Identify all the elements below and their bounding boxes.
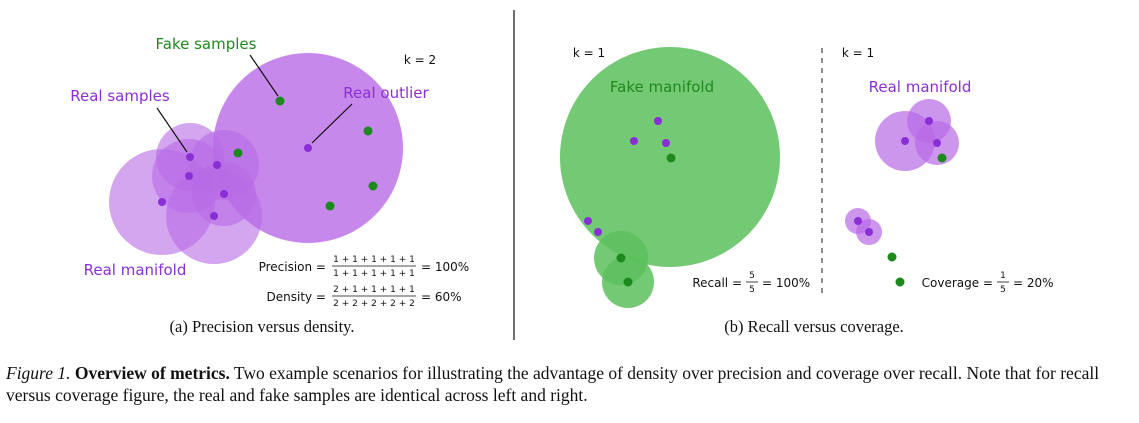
real-manifold-label: Real manifold xyxy=(84,261,187,279)
real-sample-dot xyxy=(185,172,193,180)
precision-result: = 100% xyxy=(421,260,469,274)
caption-title: Overview of metrics. xyxy=(74,363,230,383)
fake-sample-dot xyxy=(937,153,947,163)
real-manifold-label-b: Real manifold xyxy=(869,78,972,96)
fake-sample-dot xyxy=(368,181,378,191)
subcaption-b: (b) Recall versus coverage. xyxy=(724,317,904,336)
recall-result: = 100% xyxy=(762,276,810,290)
fake-manifold-label: Fake manifold xyxy=(610,78,714,96)
precision-numerator: 1 + 1 + 1 + 1 + 1 xyxy=(333,255,415,265)
caption-body: Two example scenarios for illustrating t… xyxy=(6,363,1100,405)
real-sample-dot xyxy=(213,161,221,169)
recall-denominator: 5 xyxy=(749,285,755,295)
real-sample-dot xyxy=(654,117,662,125)
real-sample-dot xyxy=(662,139,670,147)
real-sample-dot xyxy=(158,198,166,206)
fake-sample-dot xyxy=(233,148,243,158)
panel-a: Fake samples Real samples Real outlier R… xyxy=(70,35,469,336)
fake-sample-dot xyxy=(666,153,676,163)
real-outlier-label: Real outlier xyxy=(343,84,429,102)
fake-sample-dot xyxy=(616,253,626,263)
subcaption-a: (a) Precision versus density. xyxy=(170,317,355,336)
real-sample-dot xyxy=(933,139,941,147)
figure-caption: Figure 1. Overview of metrics. Two examp… xyxy=(6,362,1131,406)
density-result: = 60% xyxy=(421,290,462,304)
real-outlier-dot xyxy=(304,144,312,152)
real-sample-dot xyxy=(584,217,592,225)
recall-label: Recall = xyxy=(692,276,742,290)
coverage-numerator: 1 xyxy=(1000,271,1006,281)
recall-numerator: 5 xyxy=(749,271,755,281)
real-sample-dot xyxy=(630,137,638,145)
fake-sample-dot xyxy=(275,96,285,106)
panel-b: k = 1 Fake manifold Recall = 5 5 = 100% … xyxy=(560,46,1054,336)
fake-sample-dot xyxy=(363,126,373,136)
fake-sample-dot xyxy=(623,277,633,287)
k-label-right: k = 1 xyxy=(842,46,874,60)
precision-denominator: 1 + 1 + 1 + 1 + 1 xyxy=(333,269,415,279)
fake-sample-dot xyxy=(887,252,897,262)
real-outlier-pointer xyxy=(311,103,353,144)
real-sample-dot xyxy=(210,212,218,220)
coverage-result: = 20% xyxy=(1013,276,1054,290)
caption-lead: Figure 1. xyxy=(6,363,71,383)
k-label-left: k = 1 xyxy=(573,46,605,60)
density-label: Density = xyxy=(267,290,327,304)
real-sample-dot xyxy=(186,153,194,161)
real-sample-dot xyxy=(854,217,862,225)
metrics-figure: Fake samples Real samples Real outlier R… xyxy=(70,10,1054,340)
density-numerator: 2 + 1 + 1 + 1 + 1 xyxy=(333,285,415,295)
fake-samples-label: Fake samples xyxy=(156,35,257,53)
real-sample-dot xyxy=(925,117,933,125)
real-sample-dot xyxy=(594,228,602,236)
real-samples-label: Real samples xyxy=(70,87,170,105)
density-denominator: 2 + 2 + 2 + 2 + 2 xyxy=(333,299,415,309)
real-sample-dot xyxy=(865,228,873,236)
fake-samples-pointer xyxy=(249,54,279,97)
real-samples-pointer xyxy=(156,107,188,153)
coverage-denominator: 5 xyxy=(1000,285,1006,295)
k-label: k = 2 xyxy=(404,53,436,67)
fake-sample-dot xyxy=(325,201,335,211)
fake-sample-dot xyxy=(895,277,905,287)
real-sample-dot xyxy=(901,137,909,145)
precision-label: Precision = xyxy=(259,260,326,274)
coverage-label: Coverage = xyxy=(922,276,993,290)
real-sample-dot xyxy=(220,190,228,198)
